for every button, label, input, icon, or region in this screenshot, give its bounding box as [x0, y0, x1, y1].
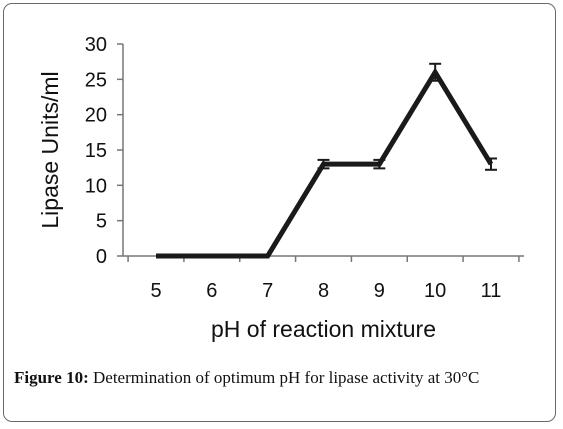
y-axis-ticks: 0 5 10 15 20 25 30	[85, 34, 123, 268]
y-tick-label: 15	[85, 140, 107, 162]
y-tick-label: 25	[85, 69, 107, 91]
x-tick-label: 9	[374, 280, 385, 302]
series-line	[156, 67, 494, 259]
x-axis-title: pH of reaction mixture	[211, 316, 436, 342]
x-tick-label: 5	[150, 280, 161, 302]
x-tick-label: 11	[481, 280, 502, 302]
x-tick-label: 10	[424, 280, 446, 302]
x-tick-label: 7	[262, 280, 273, 302]
y-tick-label: 30	[85, 34, 107, 56]
chart: 0 5 10 15 20 25 30 5 6 7 8 9 10 11 pH of reaction mi…	[37, 34, 524, 342]
figure-caption: Figure 10: Determination of optimum pH f…	[14, 368, 549, 388]
figure-caption-text: Determination of optimum pH for lipase a…	[88, 368, 480, 387]
x-axis-ticks: 5 6 7 8 9 10 11	[127, 256, 520, 302]
figure-frame	[3, 3, 556, 422]
figure-label: Figure 10:	[14, 368, 89, 387]
y-tick-label: 5	[96, 211, 107, 233]
x-tick-label: 8	[318, 280, 329, 302]
y-tick-label: 10	[85, 175, 107, 197]
y-tick-label: 20	[85, 105, 107, 127]
y-tick-label: 0	[96, 246, 107, 268]
y-axis-title: Lipase Units/ml	[37, 71, 63, 228]
x-tick-label: 6	[206, 280, 217, 302]
